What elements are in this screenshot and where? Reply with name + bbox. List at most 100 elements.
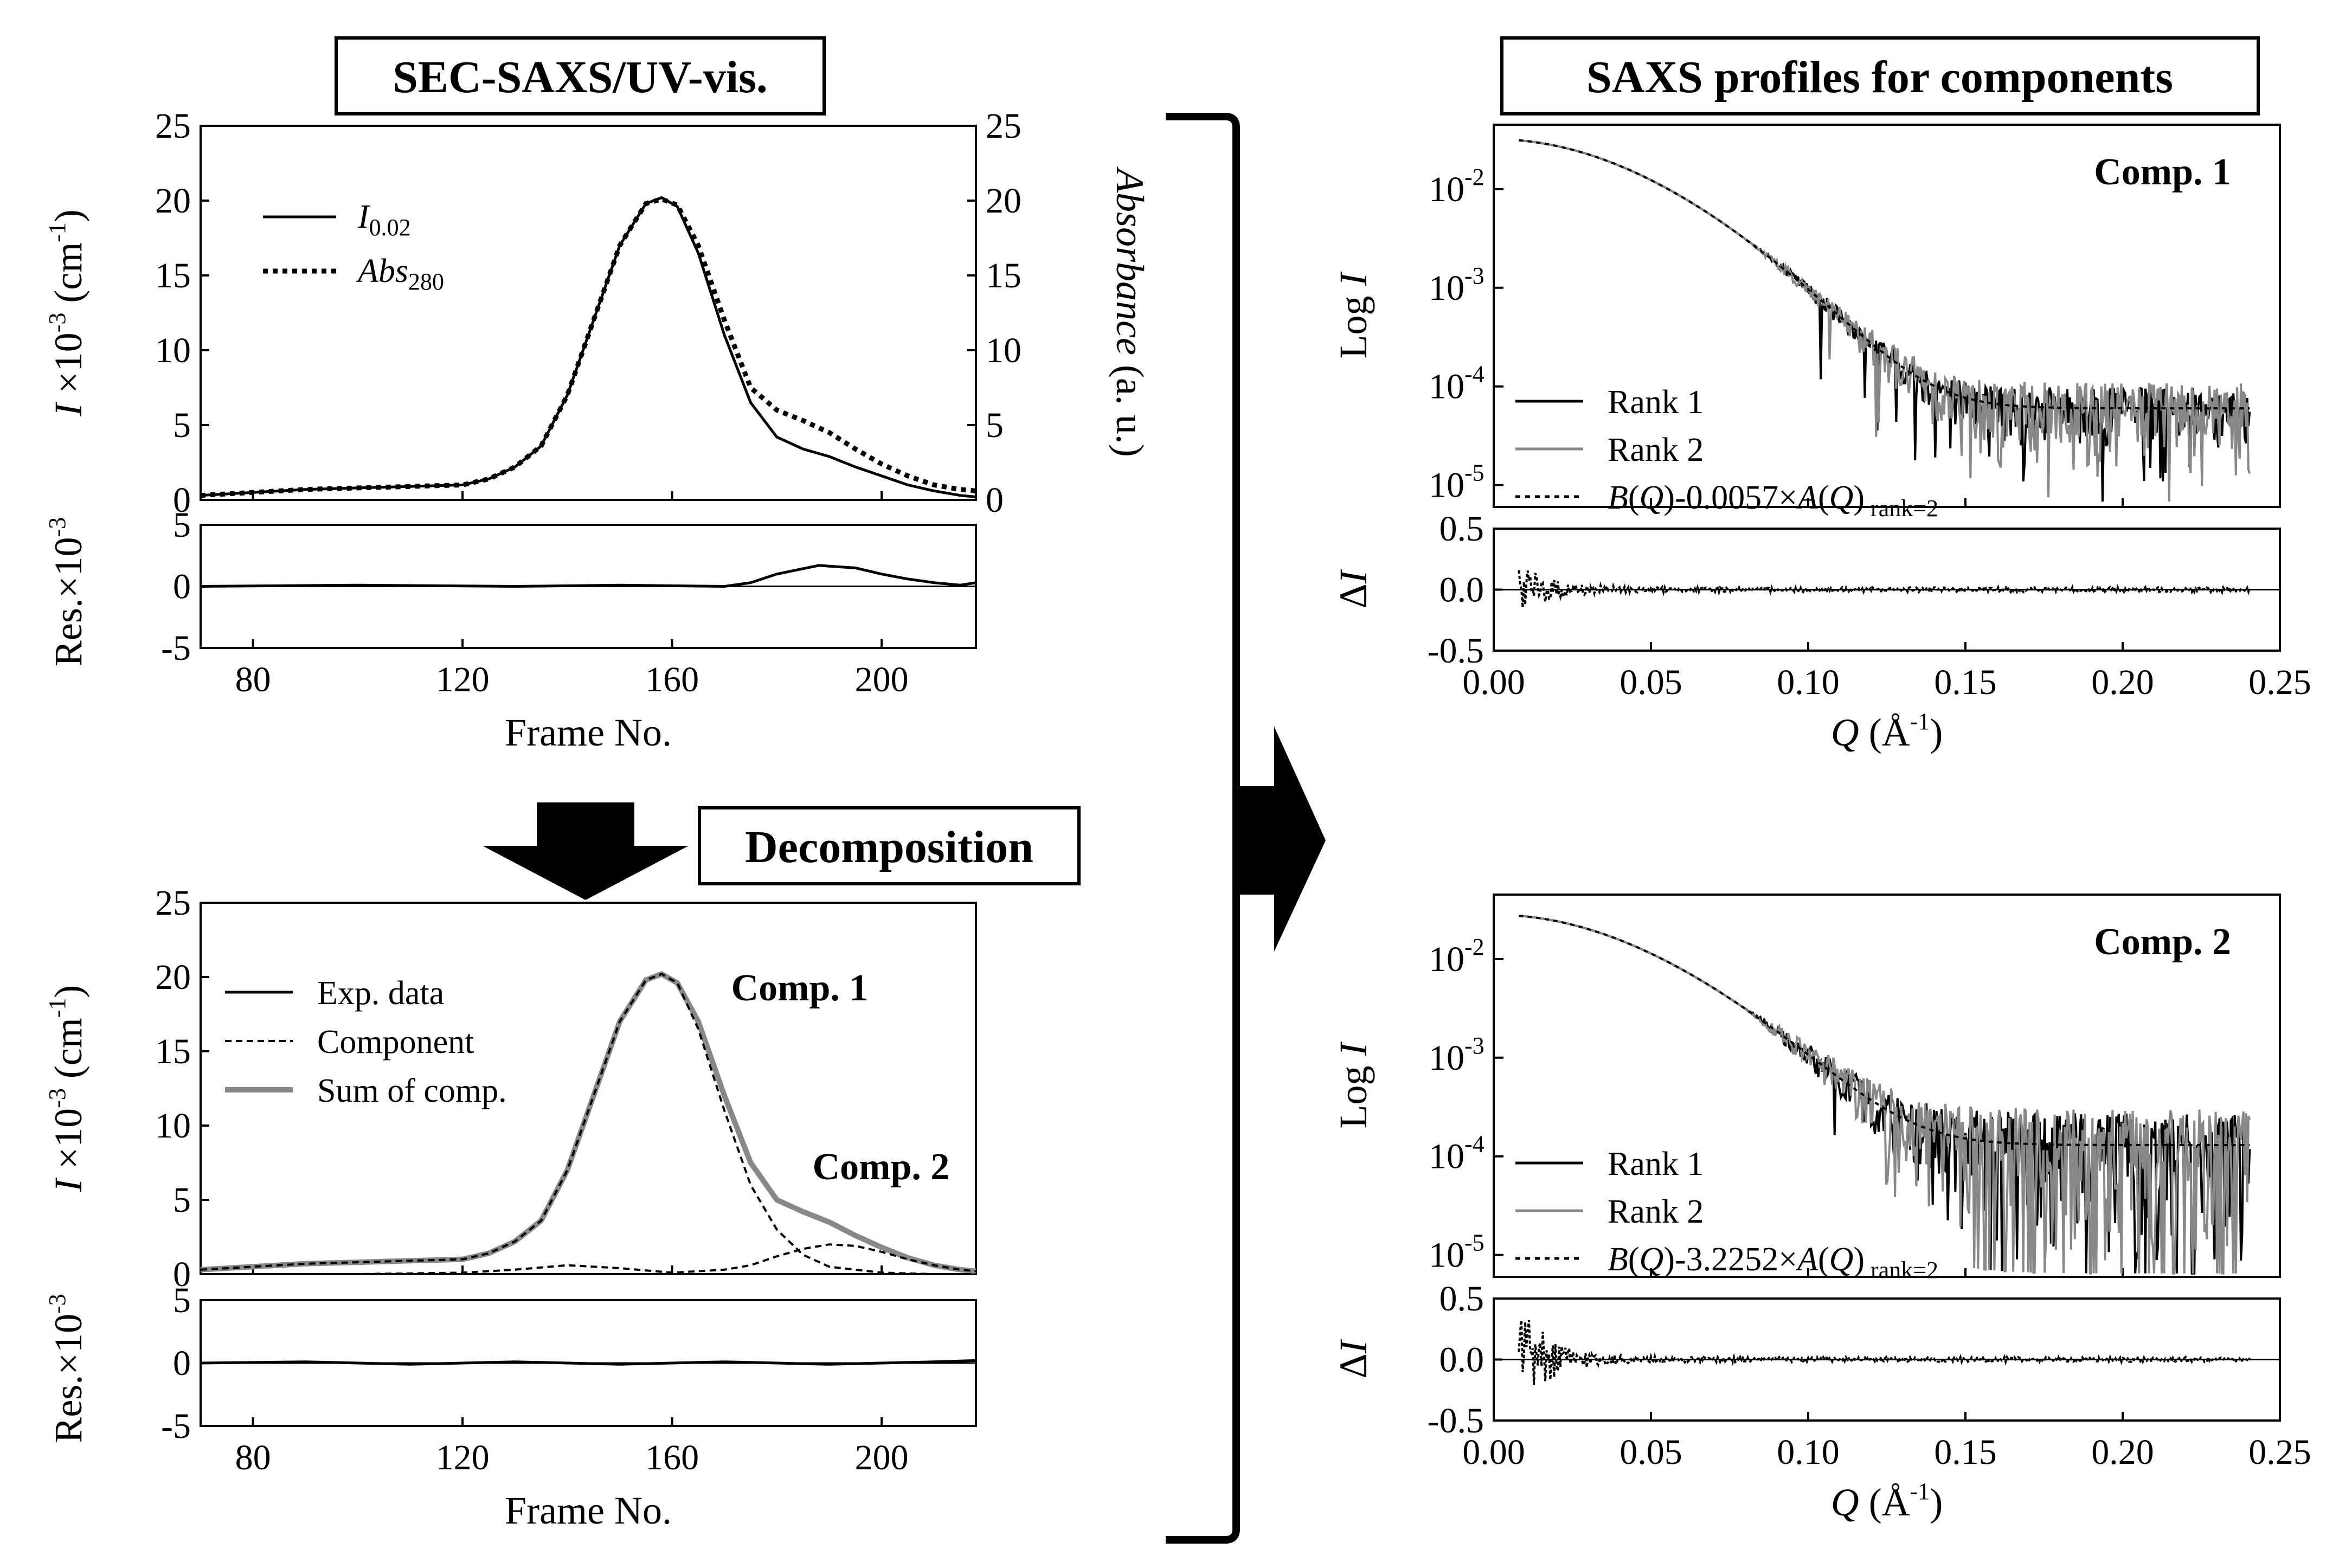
chart-saxs_comp1: 10-5 10-4 10-3 10-2 0.00 0.05 0.10 0.15 0.20 0.25…	[1332, 124, 2311, 754]
y-axis-label: I ×10-3 (cm-1)	[44, 985, 90, 1193]
annotation-comp2: Comp. 2	[813, 1146, 950, 1188]
plot-frame	[200, 902, 977, 1275]
res-y-tick-label: 0.0	[1440, 570, 1485, 610]
title-box-decomposition: Decomposition	[698, 806, 1081, 885]
y-tick-label: 0	[173, 480, 191, 520]
x-tick-label: 0.25	[2248, 1432, 2311, 1472]
y-axis-label: Log I	[1332, 272, 1375, 359]
y-axis-label: Log I	[1332, 1042, 1375, 1129]
series-line	[200, 971, 976, 1274]
title-sec-saxs: SEC-SAXS/UV-vis.	[393, 52, 768, 102]
y-tick-label: 10-2	[1429, 164, 1485, 209]
x-tick-label: 0.00	[1462, 1432, 1525, 1472]
y-tick-label: 10-4	[1429, 361, 1485, 407]
title-decomposition: Decomposition	[745, 822, 1033, 872]
legend-label-rank2: Rank 2	[1608, 432, 1704, 468]
chart-saxs_comp2: 10-5 10-4 10-3 10-2 0.00 0.05 0.10 0.15 0.20 0.25…	[1332, 894, 2311, 1524]
res-y-tick-label: -5	[161, 1406, 191, 1446]
res-y-tick-label: 5	[173, 505, 191, 545]
y-tick-label: 10-5	[1429, 460, 1485, 505]
x-tick-label: 200	[855, 660, 909, 699]
series-line	[200, 196, 976, 498]
x-tick-label: 0.25	[2248, 663, 2311, 702]
legend-label: Component	[317, 1024, 474, 1061]
y-tick-label: 20	[155, 181, 191, 221]
y2-tick-label: 20	[986, 181, 1021, 221]
series-line	[200, 973, 976, 1275]
title-saxs-profiles: SAXS profiles for components	[1586, 52, 2173, 102]
res-y-axis-label: Res.×10-3	[44, 517, 90, 666]
y-tick-label: 5	[173, 1180, 191, 1220]
x-tick-label: 160	[645, 1438, 699, 1477]
x-tick-label: 80	[235, 660, 271, 699]
res-y-axis-label: Res.×10-3	[44, 1294, 90, 1443]
x-tick-label: 0.10	[1777, 663, 1840, 702]
x-tick-label: 120	[436, 1438, 490, 1477]
y2-tick-label: 10	[986, 331, 1021, 370]
legend-label-rank2: Rank 2	[1608, 1193, 1704, 1230]
legend-label-rank1: Rank 1	[1608, 1146, 1704, 1183]
res-y-tick-label: -0.5	[1428, 631, 1484, 671]
y-tick-label: 10	[155, 1106, 191, 1146]
residual-line	[200, 564, 976, 588]
y-tick-label: 15	[155, 256, 191, 295]
legend-label: Sum of comp.	[317, 1072, 507, 1109]
x-tick-label: 120	[436, 660, 490, 699]
res-y-tick-label: -0.5	[1428, 1401, 1484, 1441]
x-axis-label: Q (Å-1)	[1831, 708, 1943, 754]
y-tick-label: 0	[173, 1255, 191, 1294]
x-axis-label: Frame No.	[505, 1489, 672, 1532]
y-tick-label: 10-5	[1429, 1230, 1485, 1275]
series-line	[200, 972, 976, 1273]
legend-label-bq: B(Q)-0.0057×A(Q) rank=2	[1608, 479, 1938, 522]
annotation-comp: Comp. 2	[2094, 921, 2231, 963]
y-tick-label: 10-2	[1429, 934, 1485, 979]
x-tick-label: 200	[855, 1438, 909, 1477]
residual-line	[200, 1359, 976, 1366]
res-y-tick-label: -5	[161, 628, 191, 668]
res-y-tick-label: 0.0	[1440, 1340, 1485, 1380]
y2-tick-label: 0	[986, 480, 1004, 520]
y-tick-label: 10-3	[1429, 262, 1485, 308]
y-tick-label: 25	[155, 883, 191, 923]
x-tick-label: 0.05	[1620, 663, 1682, 702]
x-tick-label: 0.10	[1777, 1432, 1840, 1472]
plot-frame	[200, 125, 977, 501]
res-y-tick-label: 0.5	[1440, 509, 1485, 549]
title-box-saxs-profiles: SAXS profiles for components	[1500, 36, 2260, 115]
legend-label-i002: I0.02	[357, 198, 411, 241]
x-tick-label: 0.20	[2091, 1432, 2154, 1472]
x-tick-label: 0.20	[2091, 663, 2154, 702]
series-line	[201, 1243, 976, 1275]
residual-line	[1518, 570, 2251, 608]
x-tick-label: 0.15	[1934, 1432, 1997, 1472]
y-tick-label: 20	[155, 957, 191, 997]
y2-tick-label: 5	[986, 406, 1004, 445]
title-box-sec-saxs: SEC-SAXS/UV-vis.	[335, 36, 826, 115]
down-arrow-icon	[483, 802, 689, 900]
x-tick-label: 160	[645, 660, 699, 699]
res-y-axis-label: ΔI	[1332, 1339, 1375, 1378]
legend-label-rank1: Rank 1	[1608, 384, 1704, 421]
legend-label-bq: B(Q)-3.2252×A(Q) rank=2	[1608, 1241, 1938, 1283]
y2-tick-label: 15	[986, 256, 1021, 295]
x-tick-label: 0.00	[1462, 663, 1525, 702]
res-y-tick-label: 5	[173, 1281, 191, 1320]
y-axis-label: I ×10-3 (cm-1)	[44, 209, 90, 417]
series-bq	[1519, 915, 2250, 1146]
y-tick-label: 15	[155, 1032, 191, 1071]
y-tick-label: 10-3	[1429, 1032, 1485, 1078]
res-y-axis-label: ΔI	[1332, 569, 1375, 608]
x-axis-label: Frame No.	[505, 711, 672, 754]
x-tick-label: 0.15	[1934, 663, 1997, 702]
y-tick-label: 5	[173, 406, 191, 445]
series-line	[200, 196, 976, 498]
right-arrow-icon	[1236, 727, 1326, 952]
series-bq	[1519, 139, 2250, 410]
series-rank2	[1519, 139, 2251, 502]
res-y-tick-label: 0	[173, 1344, 191, 1383]
